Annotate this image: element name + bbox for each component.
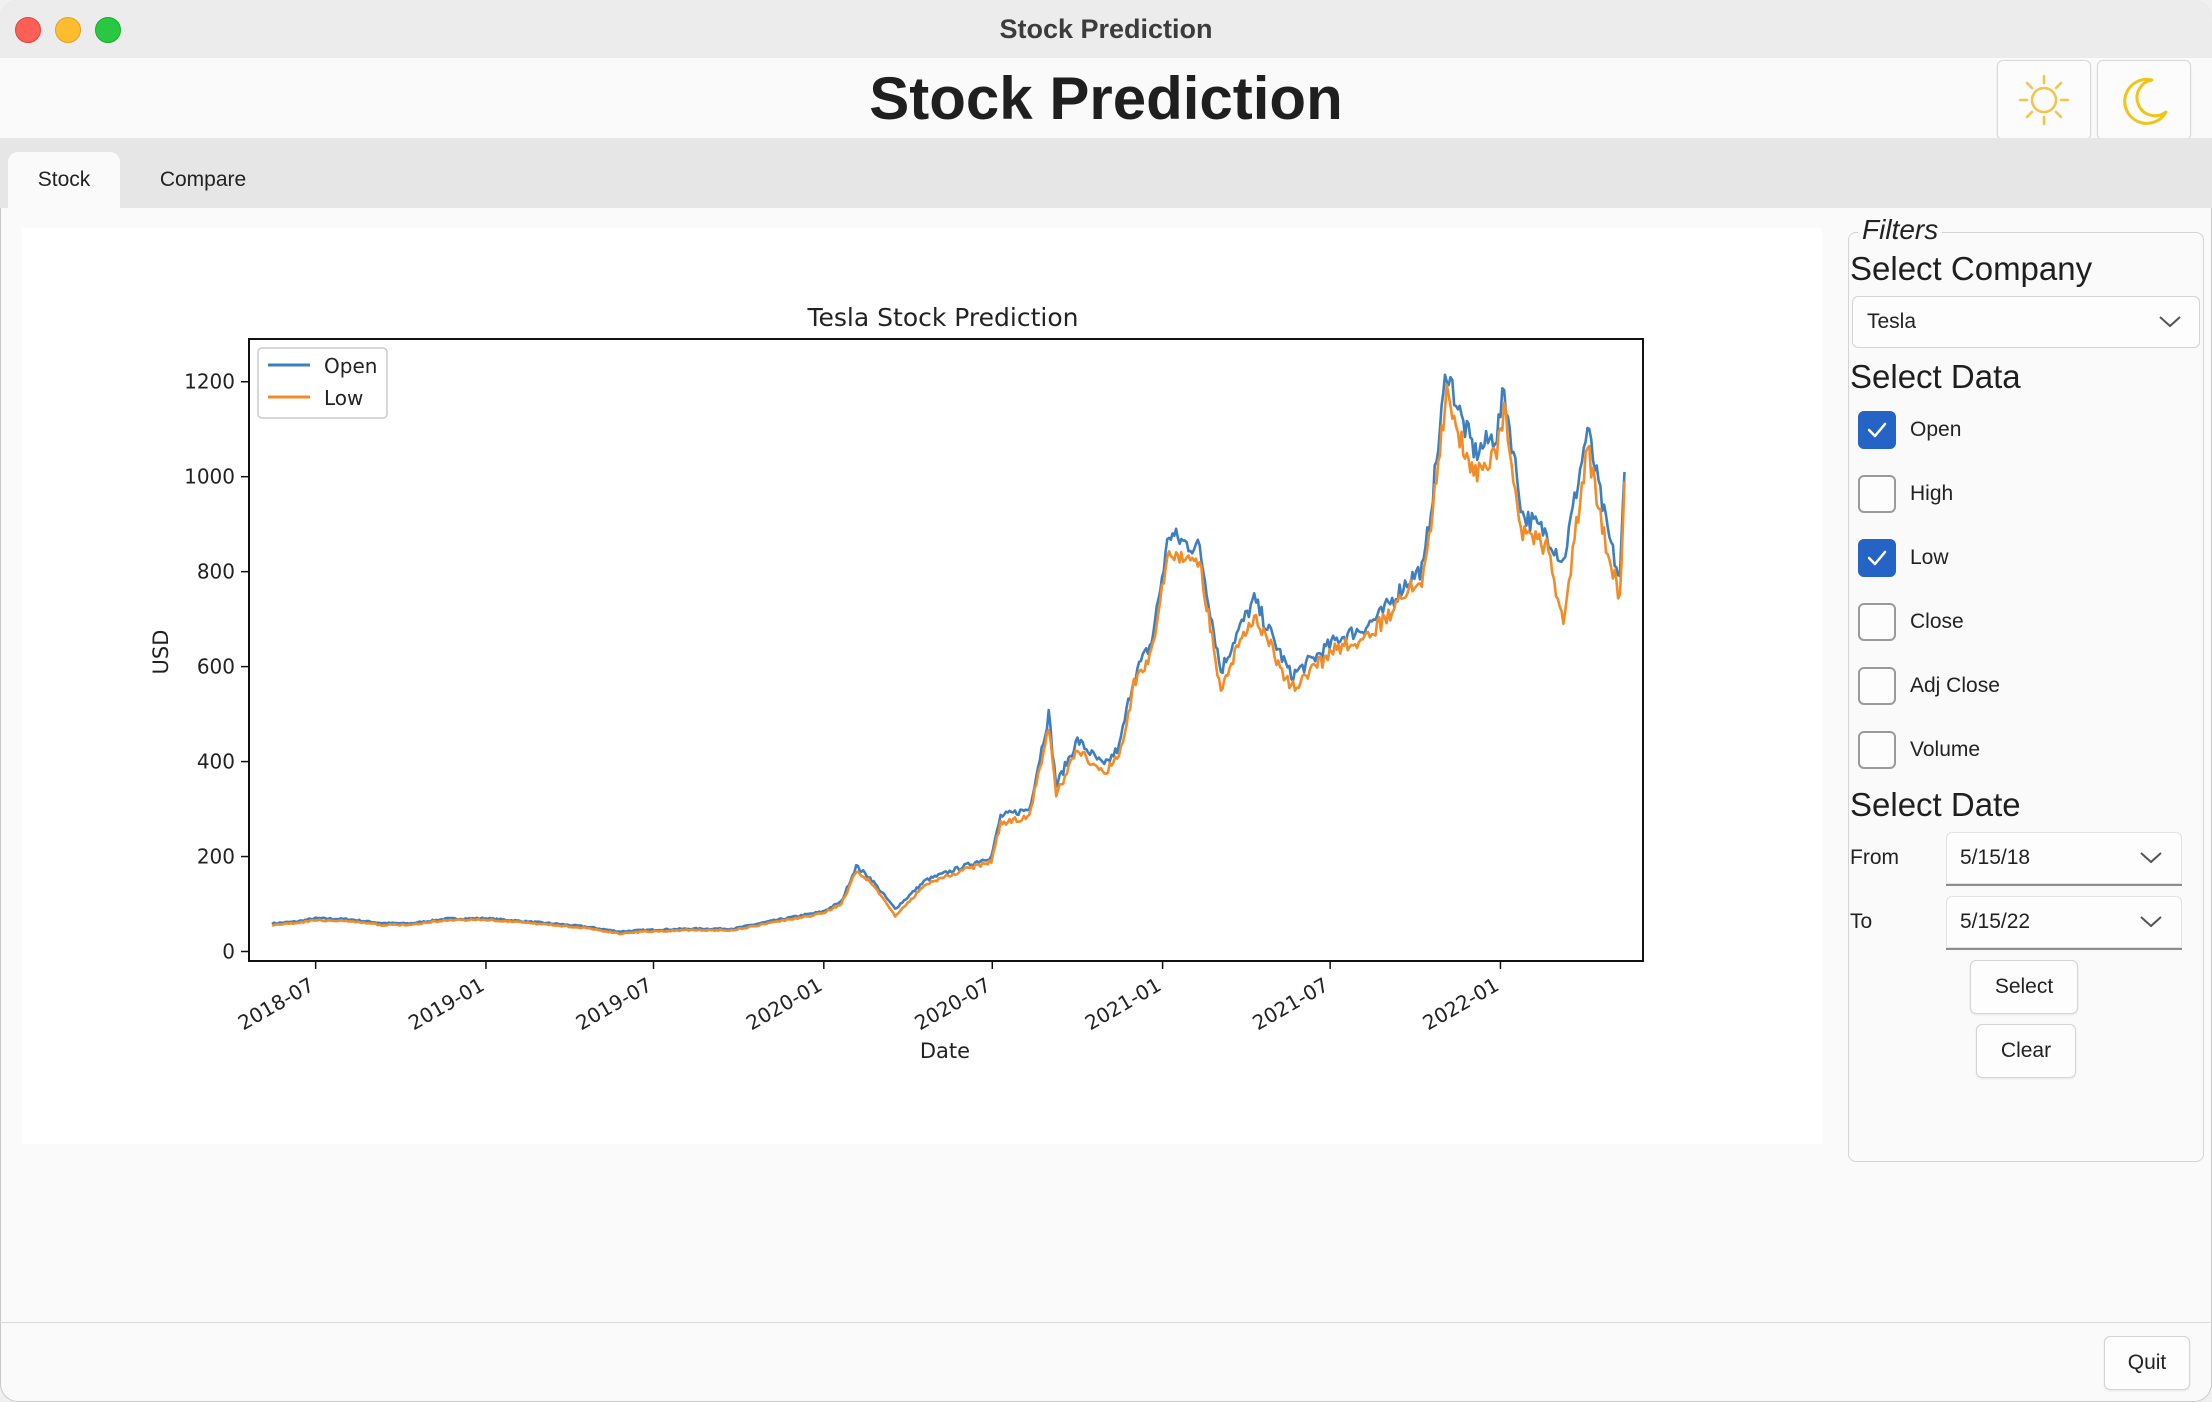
chart-title: Tesla Stock Prediction (807, 303, 1079, 332)
filters-panel (1848, 232, 2204, 1162)
plot-frame (248, 338, 1644, 962)
x-tick-label: 2019-01 (404, 973, 488, 1036)
to-label: To (1850, 910, 1873, 933)
from-date-value: 5/15/18 (1960, 846, 2031, 869)
x-tick-label: 2021-01 (1081, 973, 1165, 1036)
tab-compare[interactable]: Compare (159, 168, 247, 191)
to-date-select[interactable]: 5/15/22 (1946, 896, 2182, 950)
chevron-down-icon (2140, 916, 2162, 928)
select-company-heading: Select Company (1850, 250, 2093, 287)
y-tick-label: 1000 (184, 465, 235, 489)
app-header: Stock Prediction (0, 58, 2212, 140)
page-title: Stock Prediction (869, 65, 1343, 132)
checkbox-label: Volume (1910, 738, 1981, 761)
quit-button[interactable]: Quit (2104, 1336, 2190, 1390)
select-data-heading: Select Data (1850, 358, 2021, 395)
from-date-select[interactable]: 5/15/18 (1946, 832, 2182, 886)
light-mode-button[interactable] (1997, 60, 2091, 140)
checkbox-label: Low (1910, 546, 1949, 569)
chart-panel: Tesla Stock Prediction 0 200 400 600 800 1000… (22, 228, 1822, 1144)
y-tick-label: 1200 (184, 370, 235, 394)
series-line-open (271, 373, 1626, 934)
stock-chart: Tesla Stock Prediction 0 200 400 600 800 1000… (149, 303, 1644, 1063)
checkmark-icon (1867, 422, 1887, 438)
select-date-heading: Select Date (1850, 786, 2021, 823)
y-tick-label: 400 (197, 750, 235, 774)
legend-open-label: Open (324, 354, 377, 378)
legend-low-label: Low (324, 386, 363, 410)
y-tick-label: 200 (197, 845, 235, 869)
chevron-down-icon (2140, 852, 2162, 864)
filters-legend: Filters (1858, 214, 1943, 246)
checkmark-icon (1867, 550, 1887, 566)
y-tick-label: 0 (222, 940, 235, 964)
chevron-down-icon (2159, 316, 2181, 328)
x-axis-label: Date (920, 1039, 970, 1063)
checkbox-label: Open (1910, 418, 1962, 441)
x-tick-label: 2022-01 (1419, 973, 1503, 1036)
x-tick-label: 2021-07 (1248, 973, 1332, 1036)
select-button[interactable]: Select (1970, 960, 2078, 1014)
y-tick-label: 800 (197, 560, 235, 584)
checkbox-label: Adj Close (1910, 674, 2000, 697)
x-tick-label: 2020-01 (742, 973, 826, 1036)
to-date-value: 5/15/22 (1960, 910, 2031, 933)
title-bar: Stock Prediction (0, 0, 2212, 59)
x-tick-label: 2019-07 (572, 973, 656, 1036)
clear-button[interactable]: Clear (1976, 1024, 2076, 1078)
checkbox-box[interactable] (1858, 539, 1896, 577)
series-line-low (271, 383, 1626, 936)
tab-bar: Stock Compare (0, 138, 2212, 208)
close-window-button[interactable] (15, 17, 41, 43)
checkbox-box[interactable] (1858, 667, 1896, 705)
checkbox-box[interactable] (1858, 411, 1896, 449)
checkbox-box[interactable] (1858, 731, 1896, 769)
company-select-value: Tesla (1867, 310, 1917, 333)
maximize-window-button[interactable] (95, 17, 121, 43)
chart-legend: Open Low (257, 347, 388, 419)
minimize-window-button[interactable] (55, 17, 81, 43)
sun-icon (2018, 74, 2070, 126)
checkbox-label: Close (1910, 610, 1964, 633)
footer-divider (0, 1322, 2212, 1323)
moon-icon (2123, 77, 2168, 125)
checkbox-label: High (1910, 482, 1954, 505)
checkbox-box[interactable] (1858, 603, 1896, 641)
dark-mode-button[interactable] (2097, 60, 2191, 140)
y-axis-label: USD (149, 630, 173, 675)
company-select[interactable]: Tesla (1852, 296, 2200, 348)
checkbox-box[interactable] (1858, 475, 1896, 513)
window-title: Stock Prediction (999, 14, 1213, 44)
x-tick-label: 2020-07 (910, 973, 994, 1036)
from-label: From (1850, 846, 1899, 869)
tab-stock[interactable]: Stock (8, 152, 120, 208)
x-tick-label: 2018-07 (234, 973, 318, 1036)
y-tick-label: 600 (197, 655, 235, 679)
